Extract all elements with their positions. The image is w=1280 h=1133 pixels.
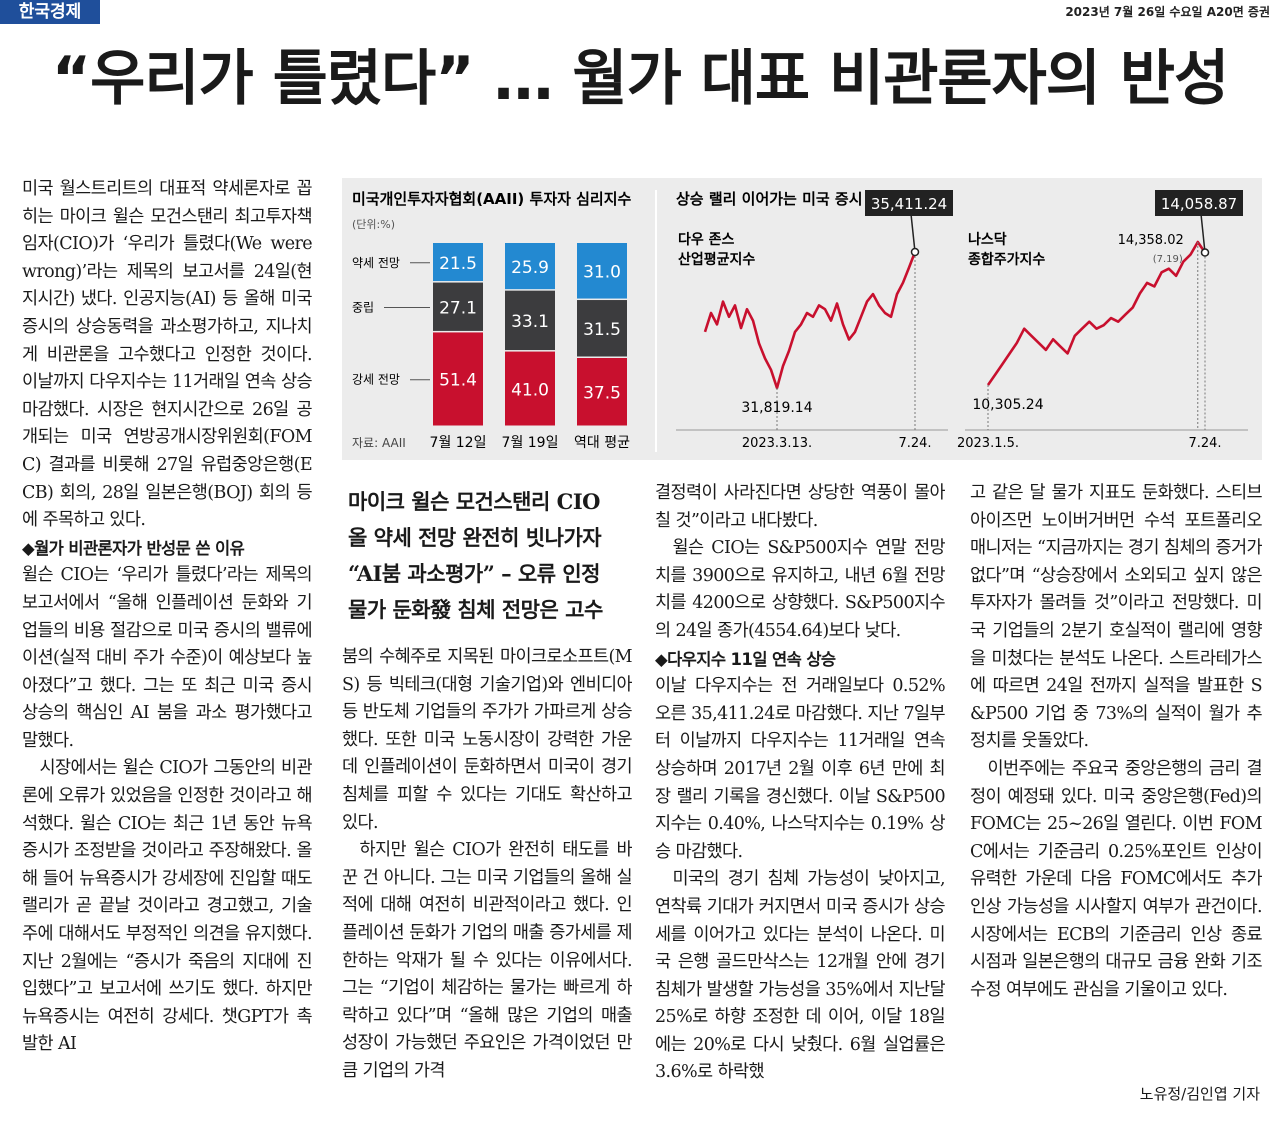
value-label: 33.1	[511, 312, 549, 332]
paragraph: 윌슨 CIO는 ‘우리가 틀렸다’라는 제목의 보고서에서 “올해 인플레이션 …	[22, 565, 312, 751]
deck: 마이크 윌슨 모건스탠리 CIO 올 약세 전망 완전히 빗나가자 “AI붐 과소평…	[348, 484, 638, 628]
x-tick-label: 2023.1.5.	[957, 436, 1019, 451]
bar-segment	[577, 358, 627, 426]
bar-segment	[433, 243, 483, 282]
value-label: 31.5	[583, 320, 621, 340]
bar-segment	[505, 243, 555, 290]
callout-box	[1155, 190, 1243, 216]
x-tick-label: 7.24.	[898, 436, 931, 451]
bar-segment	[577, 243, 627, 299]
point	[910, 247, 920, 257]
paragraph: 결정력이 사라진다면 상당한 역풍이 몰아칠 것”이라고 내다봤다.	[655, 483, 945, 531]
value-label: 37.5	[583, 384, 621, 404]
text-column: 붐의 수혜주로 지목된 마이크로소프트(MS) 등 빅테크(대형 기술기업)와 …	[342, 644, 632, 1106]
x-tick-label: 7월 19일	[502, 435, 559, 451]
callout-pointer	[910, 213, 916, 253]
paragraph: 시장에서는 윌슨 CIO가 그동안의 비관론에 오류가 있었음을 인정한 것이라…	[22, 758, 312, 1055]
paragraph: 하지만 윌슨 CIO가 완전히 태도를 바꾼 건 아니다. 그는 미국 기업들의…	[342, 840, 632, 1081]
bar-segment	[433, 282, 483, 331]
value-label: 27.1	[439, 298, 477, 318]
callout-label: 14,058.87	[1161, 195, 1237, 213]
subheading: ◆다우지수 11일 연속 상승	[655, 649, 836, 669]
legend-label: 약세 전망	[352, 255, 400, 270]
masthead: 한국경제	[0, 0, 100, 24]
charts: 미국개인투자자협회(AAII) 투자자 심리지수 (단위:%) 자료: AAII 7월…	[342, 178, 1262, 460]
chart-label: 다우 존스	[678, 232, 735, 248]
chart-title: 미국개인투자자협회(AAII) 투자자 심리지수	[352, 190, 632, 208]
paragraph: 이날 다우지수는 전 거래일보다 0.52% 오른 35,411.24로 마감했…	[655, 676, 945, 862]
chart-label: 산업평균지수	[678, 251, 755, 268]
x-tick-label: 2023.3.13.	[742, 436, 812, 451]
bar-segment	[505, 351, 555, 426]
text-column: 미국 월스트리트의 대표적 약세론자로 꼽히는 마이크 윌슨 모건스탠리 최고투…	[22, 176, 312, 1106]
legend-label: 중립	[352, 300, 374, 314]
value-label: 21.5	[439, 254, 477, 274]
chart-source: 자료: AAII	[352, 436, 406, 450]
deck-line: “AI붐 과소평가” – 오류 인정	[348, 561, 601, 586]
paragraph: 미국의 경기 침체 가능성이 낮아지고, 연착륙 기대가 커지면서 미국 증시가…	[655, 869, 945, 1083]
text-column: 결정력이 사라진다면 상당한 역풍이 몰아칠 것”이라고 내다봤다. 윌슨 CIO…	[655, 480, 945, 1106]
deck-line: 물가 둔화發 침체 전망은 고수	[348, 597, 603, 622]
deck-line: 올 약세 전망 완전히 빗나가자	[348, 525, 602, 550]
chart-label: 나스닥	[968, 231, 1007, 248]
x-tick-label: 역대 평균	[574, 435, 630, 451]
byline: 노유정/김인엽 기자	[1139, 1085, 1260, 1103]
subheading: ◆월가 비관론자가 반성문 쓴 이유	[22, 538, 245, 558]
paragraph: 윌슨 CIO는 S&P500지수 연말 전망치를 3900으로 유지하고, 내년…	[655, 538, 945, 641]
dateline: 2023년 7월 26일 수요일 A20면 증권	[1065, 5, 1270, 19]
point-label: 14,358.02	[1118, 233, 1184, 248]
value-label: 25.9	[511, 258, 549, 278]
point-annotation: (7.19)	[1153, 254, 1183, 265]
paragraph: 이번주에는 주요국 중앙은행의 금리 결정이 예정돼 있다. 미국 중앙은행(F…	[970, 758, 1262, 1000]
callout-pointer	[1200, 213, 1206, 253]
value-label: 41.0	[511, 380, 549, 400]
chart-group-title: 상승 랠리 이어가는 미국 증시	[676, 190, 863, 208]
point-label: 10,305.24	[972, 397, 1043, 413]
headline: “우리가 틀렸다” … 월가 대표 비관론자의 반성	[51, 44, 1230, 114]
point	[1200, 248, 1210, 257]
callout-label: 35,411.24	[871, 195, 947, 213]
line	[703, 251, 917, 390]
line	[986, 240, 1207, 386]
paragraph: 고 같은 달 물가 지표도 둔화했다. 스티브 아이즈먼 노이버거버먼 수석 포…	[970, 483, 1262, 752]
callout-box	[865, 190, 953, 216]
value-label: 31.0	[583, 263, 621, 283]
bar-segment	[505, 290, 555, 351]
deck-line: 마이크 윌슨 모건스탠리 CIO	[348, 489, 600, 514]
text-column: 고 같은 달 물가 지표도 둔화했다. 스티브 아이즈먼 노이버거버먼 수석 포…	[970, 480, 1262, 1080]
bar-segment	[577, 300, 627, 357]
point-label: 31,819.14	[741, 400, 812, 416]
chart-unit: (단위:%)	[352, 218, 395, 231]
bar-segment	[433, 332, 483, 426]
x-tick-label: 7.24.	[1188, 436, 1221, 451]
x-tick-label: 7월 12일	[430, 435, 487, 451]
value-label: 51.4	[439, 371, 477, 391]
paragraph: 미국 월스트리트의 대표적 약세론자로 꼽히는 마이크 윌슨 모건스탠리 최고투…	[22, 179, 312, 531]
legend-label: 강세 전망	[352, 373, 400, 387]
chart-label: 종합주가지수	[968, 251, 1045, 268]
paragraph: 붐의 수혜주로 지목된 마이크로소프트(MS) 등 빅테크(대형 기술기업)와 …	[342, 647, 632, 833]
